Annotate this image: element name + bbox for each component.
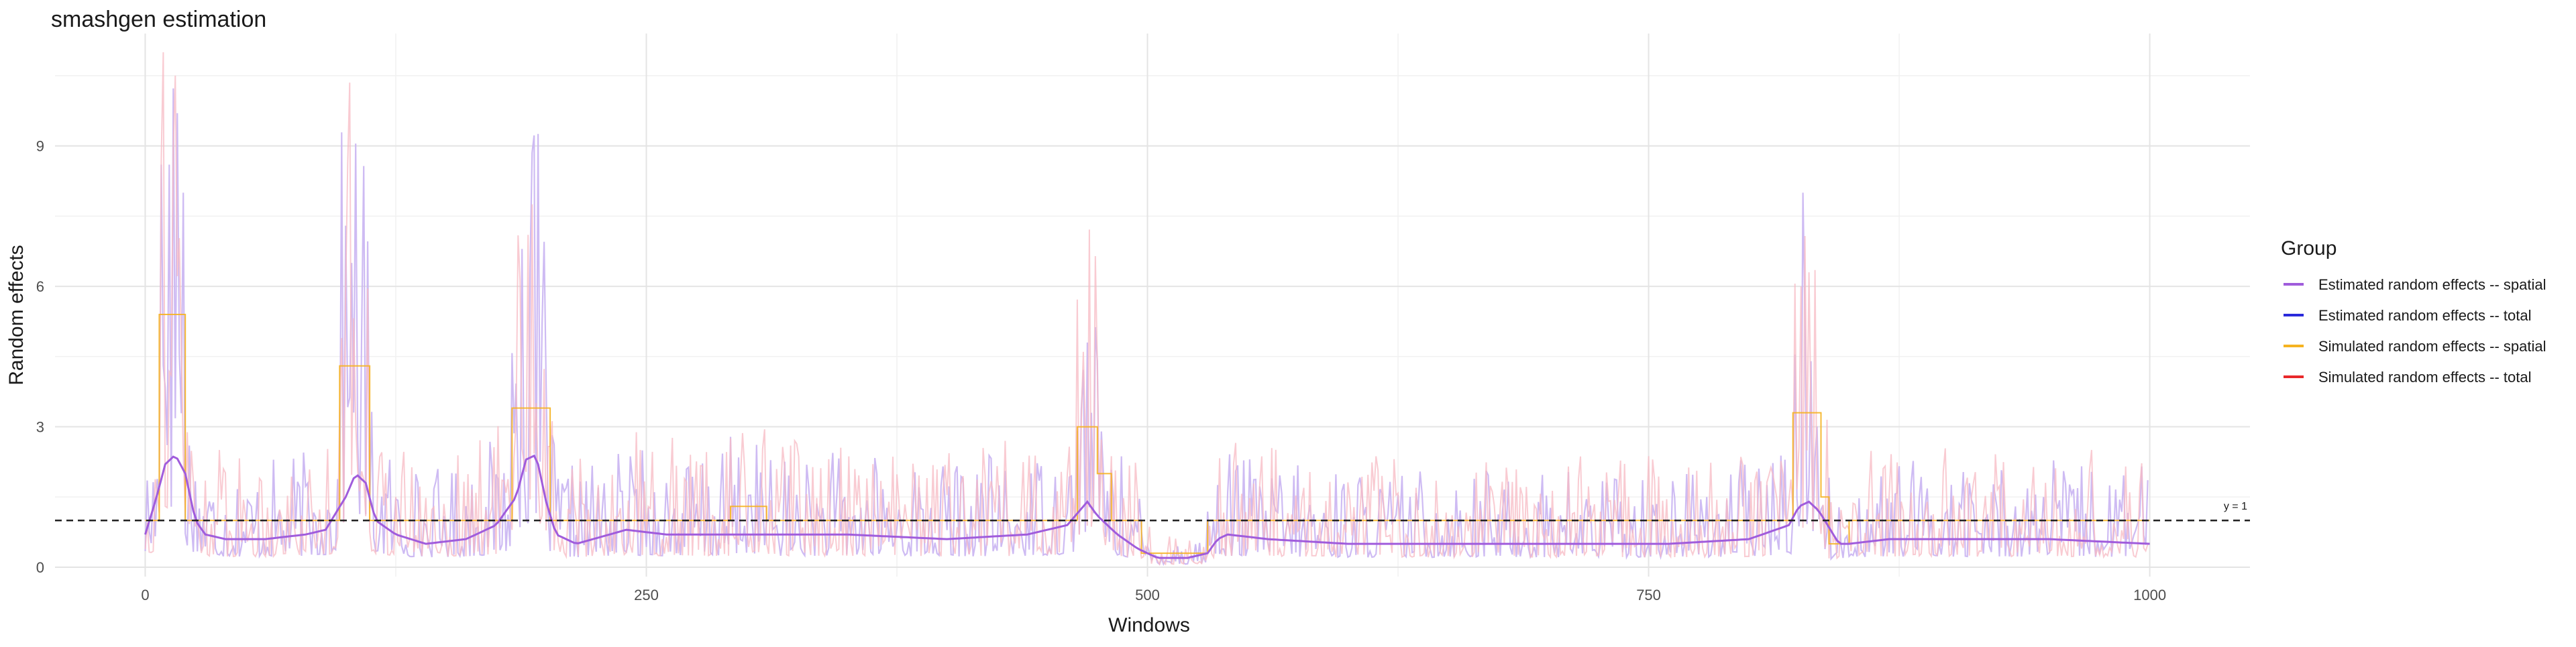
grid-layer bbox=[55, 34, 2250, 577]
legend-item-estimated-total: Estimated random effects -- total bbox=[2284, 307, 2532, 324]
legend-label-simulated-spatial: Simulated random effects -- spatial bbox=[2318, 338, 2546, 355]
y-axis-label: Random effects bbox=[5, 245, 28, 386]
y-tick-label: 0 bbox=[36, 559, 44, 576]
series-line-simulated-random-effects-total bbox=[144, 52, 2149, 567]
legend-label-estimated-total: Estimated random effects -- total bbox=[2318, 307, 2532, 324]
legend-item-estimated-spatial: Estimated random effects -- spatial bbox=[2284, 276, 2546, 293]
reference-layer: y = 1 bbox=[55, 501, 2250, 522]
x-tick-label: 250 bbox=[634, 587, 659, 603]
x-tick-label: 0 bbox=[141, 587, 149, 603]
legend-item-simulated-spatial: Simulated random effects -- spatial bbox=[2284, 338, 2546, 355]
legend-label-estimated-spatial: Estimated random effects -- spatial bbox=[2318, 276, 2546, 293]
axis-layer: 0 250 500 750 1000 0 3 6 9 bbox=[36, 138, 2166, 603]
y-tick-label: 3 bbox=[36, 419, 44, 436]
legend-label-simulated-total: Simulated random effects -- total bbox=[2318, 369, 2532, 386]
legend: Group Estimated random effects -- spatia… bbox=[2281, 237, 2546, 386]
chart-title: smashgen estimation bbox=[51, 7, 266, 32]
y-tick-label: 6 bbox=[36, 278, 44, 295]
y-tick-label: 9 bbox=[36, 138, 44, 155]
series-line-estimated-random-effects-total bbox=[144, 88, 2149, 567]
legend-title: Group bbox=[2281, 237, 2337, 259]
x-tick-label: 1000 bbox=[2133, 587, 2166, 603]
series-line-estimated-random-effects-spatial bbox=[144, 454, 2150, 559]
reference-line-label: y = 1 bbox=[2224, 501, 2247, 512]
x-axis-label: Windows bbox=[1108, 614, 1190, 636]
series-layer bbox=[144, 52, 2150, 567]
legend-item-simulated-total: Simulated random effects -- total bbox=[2284, 369, 2532, 386]
x-tick-label: 500 bbox=[1135, 587, 1160, 603]
x-tick-label: 750 bbox=[1636, 587, 1661, 603]
series-line-simulated-random-effects-spatial bbox=[145, 314, 2150, 554]
